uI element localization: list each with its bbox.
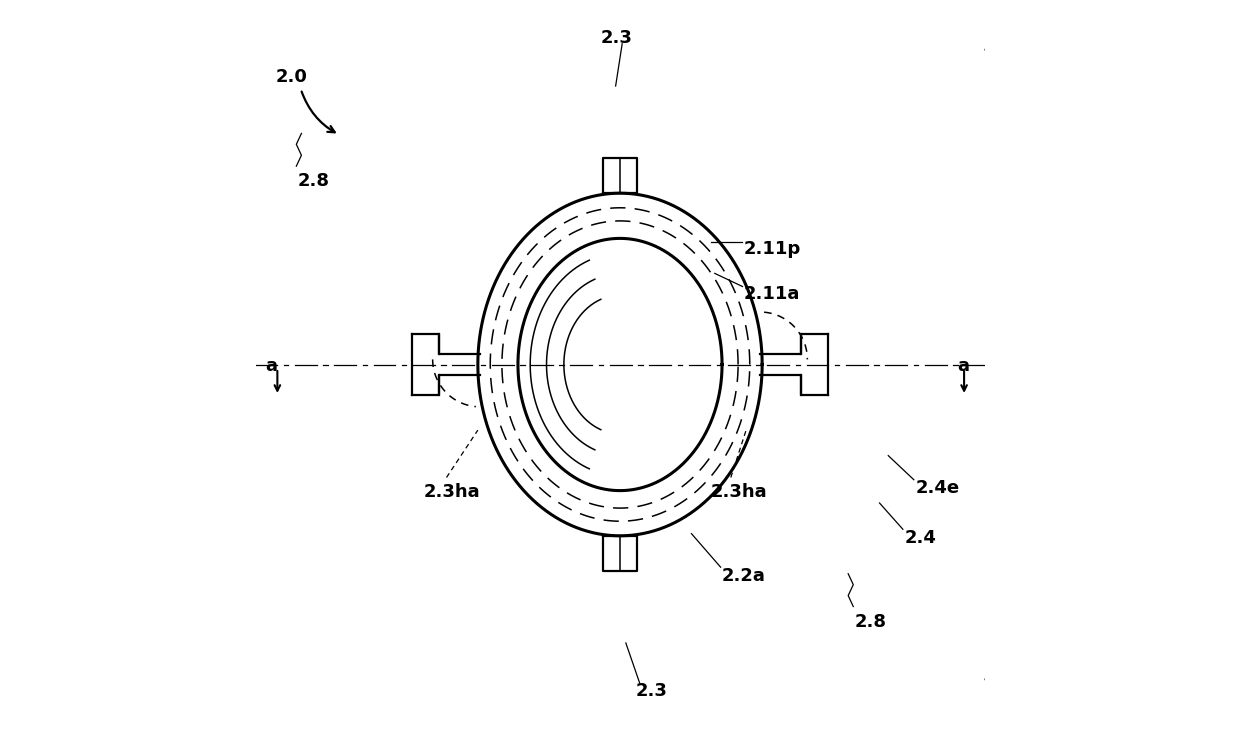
Text: 2.0: 2.0 [277,68,308,85]
Text: 2.11p: 2.11p [744,241,801,258]
Text: 2.3: 2.3 [600,29,632,47]
Text: 2.3ha: 2.3ha [423,483,480,501]
Text: a: a [265,357,278,375]
Text: 2.4e: 2.4e [915,480,960,497]
Text: 2.8: 2.8 [854,613,887,631]
Text: 2.8: 2.8 [298,172,330,190]
Text: 2.11a: 2.11a [744,285,800,303]
Text: 2.2a: 2.2a [722,567,766,585]
Text: 2.3: 2.3 [636,682,668,700]
Text: a: a [957,357,968,375]
Text: 2.4: 2.4 [904,529,936,547]
Text: 2.3ha: 2.3ha [711,483,768,501]
